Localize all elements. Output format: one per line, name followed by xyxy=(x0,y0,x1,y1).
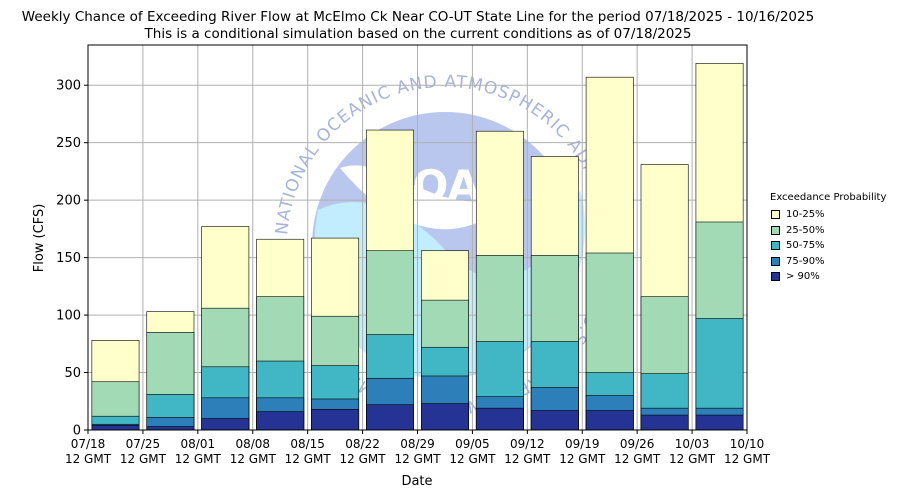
legend-item: 75-90% xyxy=(770,254,886,270)
y-tick-label: 0 xyxy=(73,424,81,439)
chart-subtitle: This is a conditional simulation based o… xyxy=(144,26,692,42)
legend-swatch xyxy=(771,241,780,251)
bar-5-week-8 xyxy=(475,407,524,431)
bar-5-week-3 xyxy=(201,418,250,431)
bar-5-week-2 xyxy=(146,426,195,431)
x-tick-label: 08/15 12 GMT xyxy=(285,437,332,466)
y-tick-label: 250 xyxy=(56,136,81,151)
legend-swatch xyxy=(771,225,780,235)
x-tick-label: 09/05 12 GMT xyxy=(449,437,496,466)
legend-swatch xyxy=(771,210,780,220)
y-tick-label: 200 xyxy=(56,194,81,209)
legend-label: 75-90% xyxy=(786,255,825,267)
legend-item: 10-25% xyxy=(770,207,886,223)
legend-item: 25-50% xyxy=(770,223,886,239)
y-axis-label: Flow (CFS) xyxy=(32,204,47,273)
x-tick-label: 08/22 12 GMT xyxy=(340,437,387,466)
legend-item: 50-75% xyxy=(770,238,886,254)
legend-label: 10-25% xyxy=(786,209,825,221)
x-axis: 07/18 12 GMT 07/25 12 GMT 08/01 12 GMT 08/08 12… xyxy=(65,430,771,466)
x-tick-label: 07/25 12 GMT xyxy=(120,437,167,466)
x-tick-label: 10/10 12 GMT xyxy=(724,437,771,466)
legend-swatch xyxy=(771,272,780,282)
x-tick-label: 08/29 12 GMT xyxy=(394,437,441,466)
y-tick-label: 300 xyxy=(56,79,81,94)
bar-5-week-4 xyxy=(256,411,305,431)
bar-5-week-7 xyxy=(421,403,469,431)
bar-5-week-10 xyxy=(585,410,634,431)
legend-label: 25-50% xyxy=(786,224,825,236)
legend-label: 50-75% xyxy=(786,240,825,252)
chart-title: Weekly Chance of Exceeding River Flow at… xyxy=(21,9,815,25)
x-tick-label: 09/12 12 GMT xyxy=(504,437,551,466)
x-tick-label: 10/03 12 GMT xyxy=(669,437,716,466)
legend-swatch xyxy=(771,256,780,266)
bar-5-week-1 xyxy=(91,425,140,431)
legend-item: > 90% xyxy=(770,269,886,285)
x-tick-label: 09/19 12 GMT xyxy=(559,437,606,466)
bar-5-week-12 xyxy=(695,414,744,431)
x-tick-label: 09/26 12 GMT xyxy=(614,437,661,466)
legend-label: > 90% xyxy=(786,271,820,283)
legend-title: Exceedance Probability xyxy=(770,192,887,203)
x-tick-label: 07/18 12 GMT xyxy=(65,437,112,466)
x-axis-label: Date xyxy=(401,474,432,489)
bar-5-week-6 xyxy=(366,404,414,431)
y-tick-label: 50 xyxy=(64,366,81,381)
y-tick-label: 100 xyxy=(56,309,81,324)
y-axis: 0 50 100 150 200 250 300 xyxy=(56,79,88,439)
x-tick-label: 08/08 12 GMT xyxy=(230,437,277,466)
bar-5-week-9 xyxy=(530,410,579,431)
x-tick-label: 08/01 12 GMT xyxy=(175,437,222,466)
bar-5-week-5 xyxy=(311,409,360,431)
y-tick-label: 150 xyxy=(56,251,81,266)
bar-5-week-11 xyxy=(640,414,689,431)
legend: Exceedance Probability 10-25% 25-50% 50-75… xyxy=(770,192,886,285)
